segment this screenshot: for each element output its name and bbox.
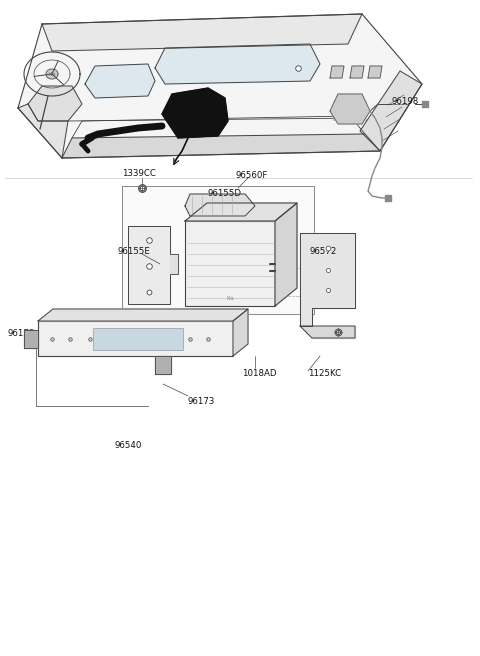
Polygon shape	[38, 309, 248, 321]
Bar	[122, 186, 314, 314]
Polygon shape	[18, 104, 68, 158]
Polygon shape	[24, 330, 38, 348]
Text: 96155E: 96155E	[118, 247, 151, 255]
Bar	[38, 321, 233, 356]
Polygon shape	[368, 66, 382, 78]
Text: Kia: Kia	[226, 295, 234, 300]
Polygon shape	[162, 88, 228, 138]
Polygon shape	[62, 134, 380, 158]
Polygon shape	[46, 69, 58, 79]
Text: 96540: 96540	[114, 441, 142, 451]
Text: 96198: 96198	[392, 96, 419, 106]
Polygon shape	[85, 64, 155, 98]
Polygon shape	[185, 194, 255, 216]
Polygon shape	[18, 14, 422, 158]
Polygon shape	[330, 94, 370, 124]
Text: 1018AD: 1018AD	[242, 369, 276, 379]
Polygon shape	[42, 14, 362, 51]
Polygon shape	[300, 326, 355, 338]
Polygon shape	[350, 66, 364, 78]
Text: 96572: 96572	[310, 247, 337, 255]
Bar	[185, 221, 275, 306]
Text: 1125KC: 1125KC	[308, 369, 341, 379]
Polygon shape	[185, 203, 297, 221]
Polygon shape	[170, 254, 178, 274]
Text: 1339CC: 1339CC	[122, 169, 156, 178]
Polygon shape	[275, 203, 297, 306]
Polygon shape	[330, 66, 344, 78]
Polygon shape	[155, 44, 320, 84]
Polygon shape	[300, 233, 355, 326]
Text: 96173: 96173	[8, 329, 36, 338]
Text: 96155D: 96155D	[208, 190, 242, 199]
Polygon shape	[155, 356, 171, 374]
Text: Kia: Kia	[48, 72, 56, 77]
Bar	[93, 328, 183, 350]
Text: 96173: 96173	[188, 396, 216, 405]
Bar	[128, 226, 170, 304]
Text: 96560F: 96560F	[235, 171, 267, 180]
Polygon shape	[233, 309, 248, 356]
Polygon shape	[360, 71, 422, 151]
Polygon shape	[28, 86, 82, 121]
